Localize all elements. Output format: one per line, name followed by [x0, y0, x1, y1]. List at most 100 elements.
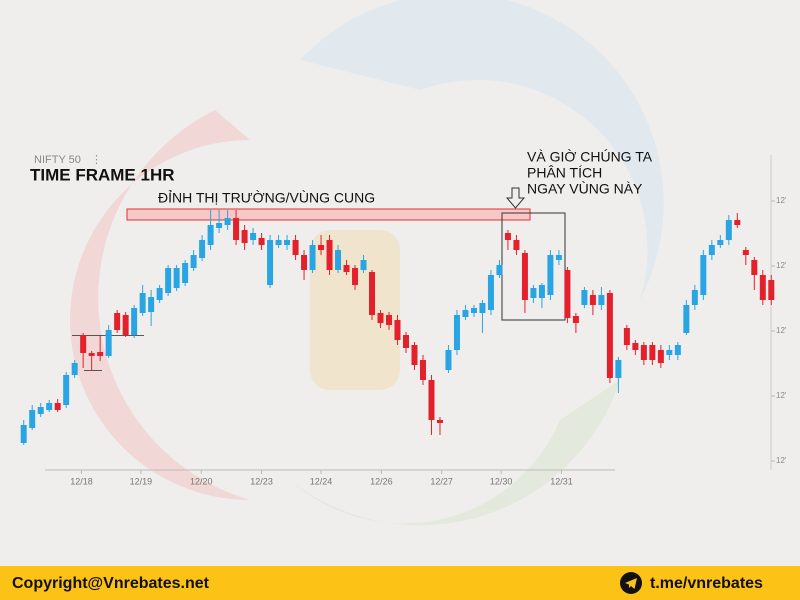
candle-body — [674, 345, 681, 355]
candle-body — [37, 407, 44, 414]
candle-body — [513, 240, 520, 250]
y-tick-label: 12' — [776, 261, 787, 270]
candle-body — [581, 290, 588, 305]
candle-body — [751, 260, 758, 275]
candle-body — [352, 268, 359, 285]
candle-body — [199, 240, 206, 258]
watermark-arc — [300, 0, 664, 300]
x-tick-label: 12/18 — [70, 476, 93, 486]
candle-body — [768, 280, 775, 300]
chart-title: TIME FRAME 1HR — [30, 165, 175, 184]
y-tick-label: 12' — [776, 391, 787, 400]
candle-body — [657, 350, 664, 363]
candle-body — [114, 313, 121, 330]
plot: 12' 12' 12' 12' 12' 12/18 12/19 12/20 12/23 12/24… — [20, 196, 787, 486]
candle-body — [233, 218, 240, 240]
candle-body — [284, 240, 291, 245]
candle-body — [521, 253, 528, 300]
telegram-plane — [625, 578, 637, 589]
candle-body — [666, 350, 673, 355]
candle-body — [190, 255, 197, 268]
candle-body — [734, 220, 741, 225]
y-tick-label: 12' — [776, 196, 787, 205]
candle-body — [606, 293, 613, 378]
candle-body — [589, 295, 596, 305]
candle-body — [165, 268, 172, 293]
annotation: ĐỈNH THỊ TRƯỜNG/VÙNG CUNG — [158, 190, 375, 206]
candle-body — [216, 223, 223, 228]
candle-body — [386, 315, 393, 325]
annotation: NGAY VÙNG NÀY — [527, 181, 643, 197]
candle-body — [80, 335, 87, 353]
x-tick-label: 12/26 — [370, 476, 393, 486]
candle-body — [63, 375, 70, 405]
candle-body — [182, 263, 189, 283]
candle-body — [487, 275, 494, 310]
x-tick-label: 12/24 — [310, 476, 333, 486]
candle-body — [258, 238, 265, 245]
x-tick-label: 12/23 — [250, 476, 273, 486]
footer-copyright: Copyright@Vnrebates.net — [12, 575, 210, 592]
candle-body — [54, 403, 61, 410]
candle-body — [267, 240, 274, 285]
candle-body — [496, 265, 503, 275]
candle-body — [148, 297, 155, 312]
candle-body — [275, 240, 282, 245]
candle-body — [105, 330, 112, 356]
y-tick-label: 12' — [776, 326, 787, 335]
candle-body — [139, 293, 146, 313]
candle-body — [97, 352, 104, 356]
candle-body — [131, 308, 138, 335]
candle-body — [335, 250, 342, 270]
x-tick-label: 12/19 — [130, 476, 153, 486]
candle-body — [292, 240, 299, 255]
candle-body — [445, 350, 452, 370]
candle-body — [402, 335, 409, 348]
marker-line — [84, 370, 102, 371]
candle-body — [301, 255, 308, 270]
watermark-dollar — [310, 230, 400, 390]
candle-body — [623, 328, 630, 345]
candle-body — [742, 250, 749, 255]
candle-body — [29, 410, 36, 428]
candle-body — [504, 233, 511, 240]
y-tick-label: 12' — [776, 456, 787, 465]
candle-body — [462, 310, 469, 317]
candle-body — [479, 303, 486, 313]
candle-body — [88, 353, 95, 356]
candle-body — [615, 360, 622, 378]
annotation: VÀ GIỜ CHÚNG TA — [527, 149, 653, 165]
focus-box — [501, 212, 566, 321]
candle-body — [555, 255, 562, 260]
candle-body — [173, 268, 180, 288]
annotation: PHÂN TÍCH — [527, 165, 602, 181]
candle-body — [250, 233, 257, 240]
candle-body — [156, 288, 163, 300]
candle-body — [683, 305, 690, 333]
candle-body — [309, 245, 316, 270]
watermark-arc — [70, 110, 250, 500]
watermark — [70, 0, 664, 526]
candle-body — [71, 363, 78, 375]
supply-zone — [126, 208, 531, 221]
candle-body — [46, 403, 53, 410]
candle-body — [343, 265, 350, 272]
footer-telegram[interactable]: t.me/vnrebates — [650, 575, 763, 592]
candle-body — [598, 295, 605, 305]
candle-body — [759, 275, 766, 300]
candle-body — [326, 240, 333, 270]
candle-body — [530, 288, 537, 298]
candle-body — [725, 220, 732, 240]
candle-body — [632, 343, 639, 350]
candle-body — [360, 260, 367, 270]
menu-icon[interactable]: ⋮ — [91, 154, 102, 166]
candle-body — [241, 230, 248, 243]
candle-body — [411, 345, 418, 365]
candle-body — [572, 316, 579, 323]
candle-body — [394, 320, 401, 340]
symbol-label: NIFTY 50 — [34, 154, 81, 166]
arrow — [505, 187, 526, 209]
candle-body — [691, 290, 698, 305]
candle-body — [470, 308, 477, 313]
